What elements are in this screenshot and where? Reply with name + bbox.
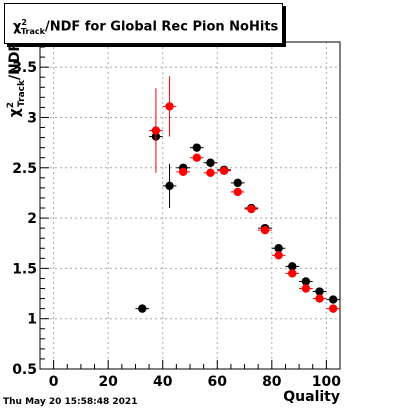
y-tick-label: 1.5 bbox=[12, 261, 37, 277]
title-superscript: 2 bbox=[21, 18, 27, 27]
series-1-point bbox=[138, 304, 147, 313]
series-1-point bbox=[328, 295, 338, 304]
y-tick-label: 1 bbox=[27, 312, 37, 328]
series-1-point bbox=[288, 262, 297, 271]
y-tick-label: 3.5 bbox=[12, 60, 37, 76]
x-axis-label: Quality bbox=[283, 389, 340, 405]
series-2-point bbox=[233, 187, 242, 197]
y-tick-label: 3 bbox=[27, 110, 37, 126]
series-2-point bbox=[192, 153, 202, 162]
title-rest: /NDF for Global Rec Pion NoHits bbox=[44, 19, 279, 35]
series-2-point bbox=[165, 102, 174, 111]
series-2-point bbox=[328, 304, 338, 313]
series-1-point bbox=[165, 181, 174, 191]
series-2-point bbox=[206, 168, 215, 177]
y-tick-label: 2.5 bbox=[12, 161, 37, 177]
series-2-point bbox=[315, 294, 324, 303]
series-1-point bbox=[233, 178, 242, 188]
title-subscript: Track bbox=[20, 26, 45, 36]
title-box: χ2Track/NDF for Global Rec Pion NoHits bbox=[4, 3, 283, 44]
series-1-point bbox=[301, 277, 311, 286]
series-2-point bbox=[151, 126, 161, 135]
x-tick-label: 60 bbox=[208, 374, 228, 390]
series-2-point bbox=[274, 251, 283, 260]
series-1-point bbox=[192, 143, 202, 152]
y-axis-label: χ2Track/NDF bbox=[6, 42, 27, 117]
chart-title: χ2Track/NDF for Global Rec Pion NoHits bbox=[13, 9, 278, 46]
plot-frame bbox=[39, 41, 341, 370]
x-tick-label: 20 bbox=[98, 374, 118, 390]
title-chi: χ bbox=[13, 19, 22, 35]
series-2-point bbox=[247, 204, 256, 214]
series-1-point bbox=[274, 244, 283, 253]
y-tick-label: 0.5 bbox=[12, 362, 37, 378]
x-tick-label: 100 bbox=[312, 374, 341, 390]
x-tick-label: 40 bbox=[153, 374, 173, 390]
series-2-point bbox=[178, 167, 188, 176]
y-tick-label: 2 bbox=[27, 211, 37, 227]
series-2-point bbox=[219, 166, 229, 175]
series-1-point bbox=[315, 287, 324, 296]
x-tick-label: 0 bbox=[49, 374, 59, 390]
data-points bbox=[135, 76, 340, 313]
timestamp: Thu May 20 15:58:48 2021 bbox=[3, 397, 138, 407]
series-2-point bbox=[288, 269, 297, 278]
series-1-point bbox=[206, 158, 215, 167]
series-2-point bbox=[260, 225, 270, 235]
tick-labels: 0 20 40 60 80 100 0.5 1 1.5 2 2.5 3 3.5 bbox=[12, 60, 341, 390]
x-tick-label: 80 bbox=[262, 374, 282, 390]
axis-ticks bbox=[39, 46, 341, 370]
series-2-point bbox=[301, 284, 311, 293]
grid-lines bbox=[40, 42, 340, 370]
